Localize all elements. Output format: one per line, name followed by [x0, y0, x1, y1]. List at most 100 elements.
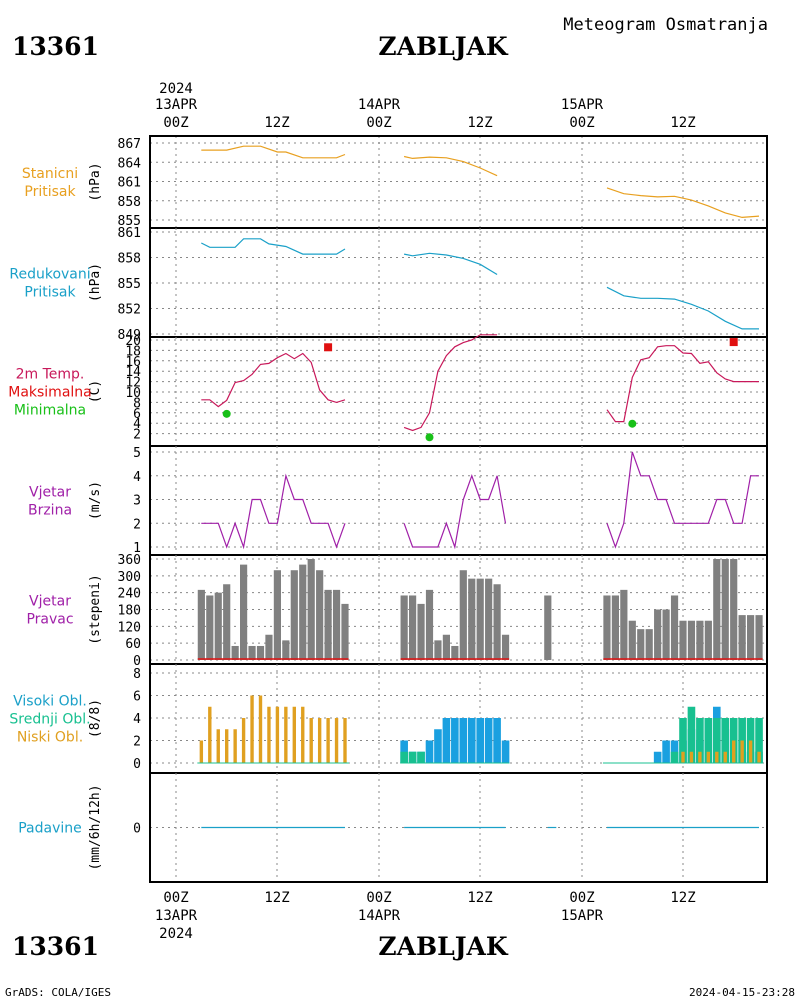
cloud-bar: [199, 740, 204, 763]
y-tick-label: 180: [118, 604, 141, 619]
min-temp-marker: [425, 433, 434, 442]
top-hour-label-5: 00Z: [569, 115, 594, 131]
panel-label: Visoki Obl.: [13, 694, 87, 710]
cloud-bar: [301, 706, 305, 763]
cloud-bar: [687, 706, 696, 763]
cloud-bar: [208, 706, 212, 763]
wind-direction-bar: [307, 559, 315, 660]
panel-cloud_cover: 0 2 4 6 8 (8/8)Visoki Obl. Srednji Obl. Niski O…: [9, 664, 767, 774]
plot-frame: [149, 135, 768, 883]
wind-direction-bar: [501, 634, 510, 660]
wind-direction-bar: [197, 589, 205, 660]
wind-direction-bar: [299, 564, 307, 660]
wind-direction-bar: [400, 595, 408, 660]
y-tick-label: 8: [133, 667, 141, 682]
series-line: [201, 352, 346, 408]
y-tick-label: 4: [133, 417, 141, 432]
y-tick-label: 867: [118, 137, 141, 152]
y-axis-label: (hPa): [88, 162, 103, 201]
wind-direction-bar: [265, 634, 273, 660]
y-tick-label: 18: [125, 344, 141, 359]
wind-direction-bar: [485, 578, 493, 660]
series-line: [606, 451, 759, 549]
wind-direction-bar: [248, 645, 256, 660]
panel-label: Pritisak: [24, 285, 76, 301]
cloud-bar: [662, 740, 670, 763]
top-year-label: 2024: [159, 81, 193, 97]
panel-msl_pressure: 849 852 855 858 861 (hPa)Redukovani Pritisak: [9, 226, 767, 343]
cloud-bar: [225, 729, 229, 763]
y-axis-label: (stepeni): [88, 574, 103, 644]
y-tick-label: 1: [133, 541, 141, 556]
cloud-bar: [501, 740, 510, 763]
wind-direction-bar: [730, 559, 738, 660]
cloud-bar: [696, 718, 704, 763]
cloud-bar: [275, 706, 280, 763]
cloud-bar: [451, 718, 459, 763]
series-line: [606, 345, 759, 423]
series-line: [201, 473, 346, 550]
cloud-bar: [681, 751, 685, 763]
y-tick-label: 360: [118, 553, 141, 568]
y-tick-label: 2: [133, 517, 141, 532]
y-tick-label: 0: [133, 822, 141, 837]
bottom-hour-label-4: 12Z: [467, 890, 492, 906]
y-tick-label: 861: [118, 176, 141, 191]
wind-direction-bar: [425, 589, 434, 660]
wind-direction-bar: [316, 570, 324, 660]
wind-direction-bar: [434, 640, 442, 660]
min-temp-marker: [222, 409, 231, 418]
top-day-label-2: 14APR: [358, 97, 401, 113]
top-day-label-3: 15APR: [561, 97, 604, 113]
panel-label: Srednji Obl.: [9, 712, 90, 728]
y-tick-label: 300: [118, 570, 141, 585]
y-tick-label: 8: [133, 396, 141, 411]
station-name: ZABLJAK: [378, 32, 509, 61]
series-line: [403, 474, 498, 550]
wind-direction-bar: [476, 578, 484, 660]
panel-label: Redukovani: [9, 267, 90, 283]
cloud-bar: [250, 695, 254, 763]
y-axis-label: (8/8): [88, 699, 103, 738]
series-line: [606, 187, 760, 219]
top-hour-label-6: 12Z: [670, 115, 695, 131]
footer-credit: GrADS: COLA/IGES: [5, 986, 111, 999]
wind-direction-bar: [620, 589, 628, 660]
y-tick-label: 0: [133, 757, 141, 772]
cloud-bar: [706, 751, 711, 763]
y-tick-label: 3: [133, 494, 141, 509]
wind-direction-bar: [231, 645, 239, 660]
bottom-day-label-2: 14APR: [358, 908, 401, 924]
wind-direction-bar: [290, 570, 298, 660]
cloud-bar: [712, 718, 721, 763]
y-tick-label: 2: [133, 428, 141, 443]
top-hour-label-2: 12Z: [264, 115, 289, 131]
y-tick-label: 852: [118, 303, 141, 318]
wind-direction-bar: [493, 584, 501, 660]
max-temp-marker: [729, 338, 738, 347]
wind-direction-bar: [442, 634, 450, 660]
y-axis-label: (hPa): [88, 263, 103, 302]
y-tick-label: 4: [133, 712, 141, 727]
footer-timestamp: 2024-04-15-23:28: [689, 986, 795, 999]
y-axis-label: (C): [88, 380, 103, 403]
wind-direction-bar: [206, 595, 214, 660]
cloud-bar: [317, 718, 322, 763]
wind-direction-bar: [223, 584, 231, 660]
cloud-bar: [715, 751, 719, 763]
panel-label: Pravac: [26, 612, 73, 628]
cloud-bar: [233, 729, 237, 763]
y-tick-label: 861: [118, 226, 141, 241]
y-tick-label: 855: [118, 214, 141, 229]
y-tick-label: 2: [133, 735, 141, 750]
wind-direction-bar: [679, 620, 687, 660]
cloud-bar: [476, 718, 485, 763]
cloud-bar: [740, 740, 744, 763]
cloud-bar: [434, 729, 442, 763]
series-line: [201, 238, 346, 255]
cloud-bar: [442, 718, 451, 763]
wind-direction-bar: [645, 629, 653, 660]
